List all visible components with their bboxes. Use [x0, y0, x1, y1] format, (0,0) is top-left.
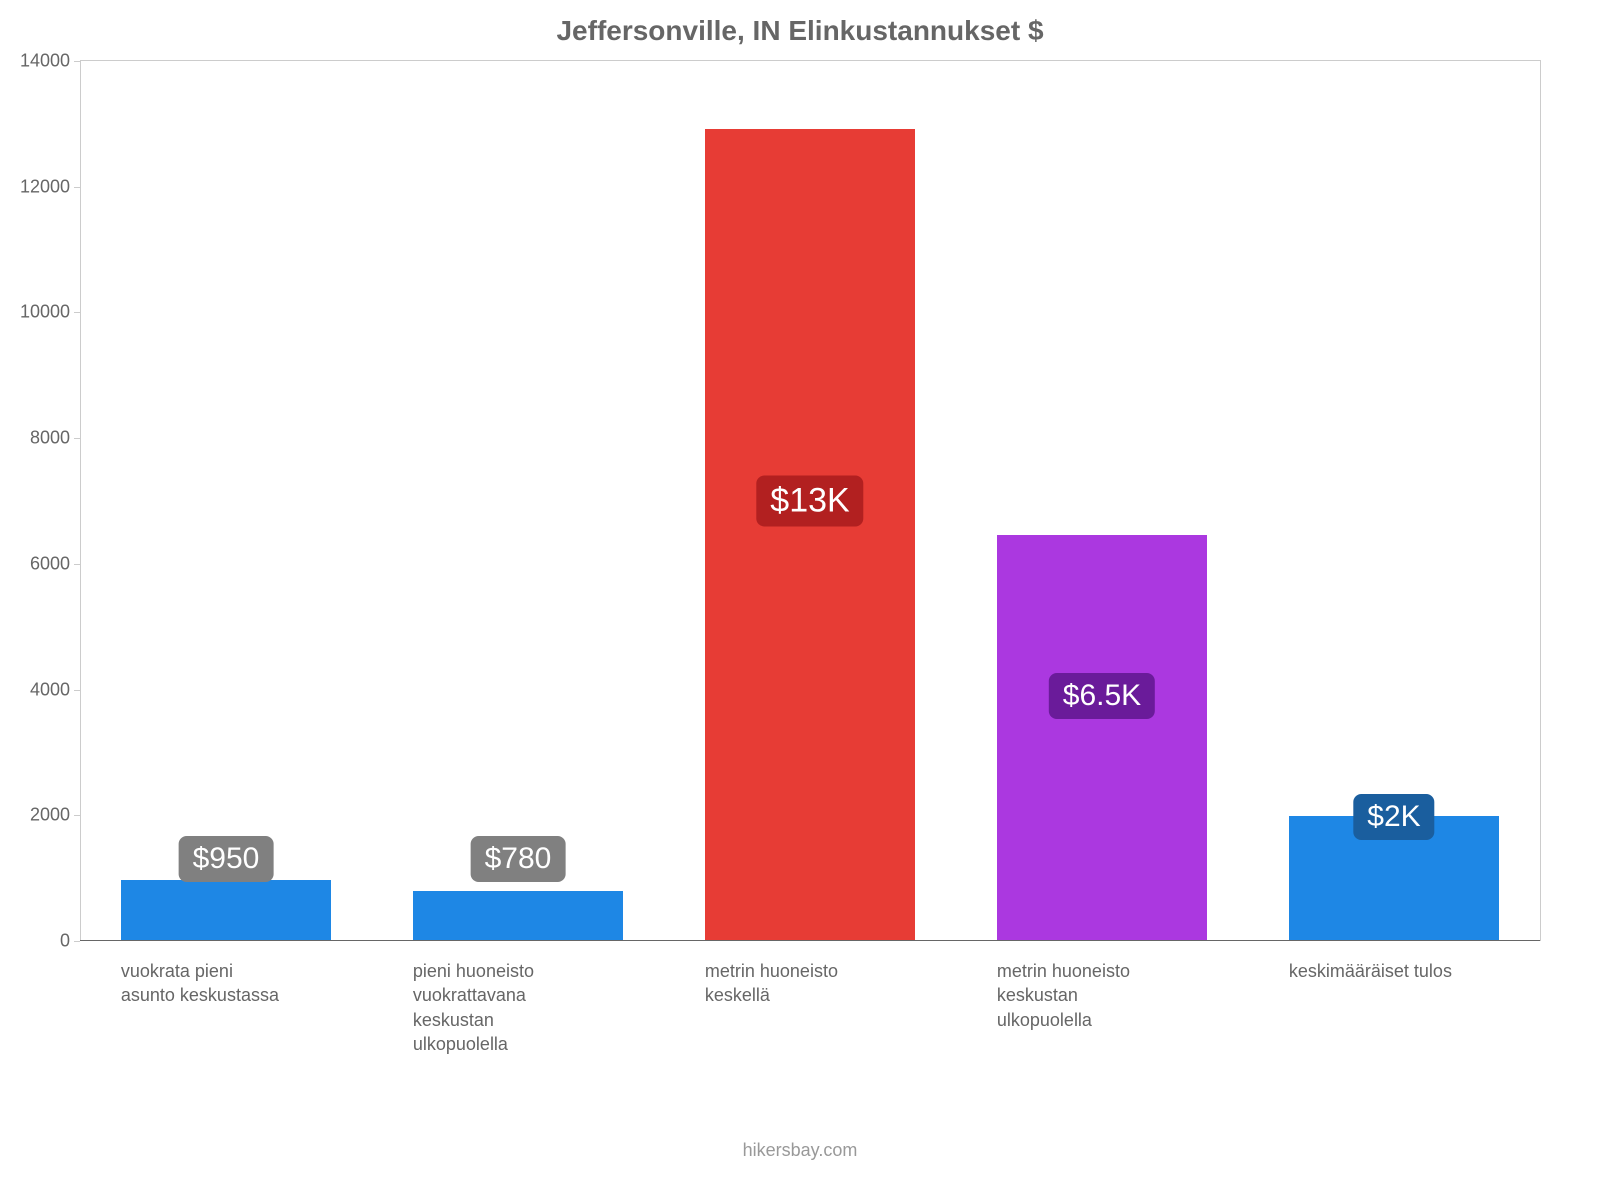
y-tick-label: 12000: [20, 176, 80, 197]
y-tick-mark: [74, 815, 80, 816]
bar-value-label: $780: [471, 836, 566, 882]
x-tick-label: vuokrata pieni asunto keskustassa: [121, 941, 291, 1008]
y-axis-line: [80, 61, 81, 941]
bar: [705, 129, 915, 940]
bar-value-label: $950: [179, 836, 274, 882]
x-tick-label: pieni huoneisto vuokrattavana keskustan …: [413, 941, 583, 1056]
bar: [997, 535, 1207, 940]
y-tick-mark: [74, 187, 80, 188]
y-tick-label: 2000: [30, 805, 80, 826]
y-tick-label: 4000: [30, 679, 80, 700]
y-tick-mark: [74, 941, 80, 942]
y-tick-label: 8000: [30, 428, 80, 449]
x-tick-label: metrin huoneisto keskustan ulkopuolella: [997, 941, 1167, 1032]
bar: [413, 891, 623, 940]
y-tick-mark: [74, 564, 80, 565]
y-tick-mark: [74, 690, 80, 691]
plot-area: 02000400060008000100001200014000$950vuok…: [80, 60, 1541, 941]
y-tick-mark: [74, 438, 80, 439]
y-tick-label: 14000: [20, 51, 80, 72]
bar-value-label: $2K: [1353, 794, 1434, 840]
x-tick-label: keskimääräiset tulos: [1289, 941, 1459, 983]
chart-container: Jeffersonville, IN Elinkustannukset $ 02…: [0, 0, 1600, 1200]
y-tick-mark: [74, 61, 80, 62]
attribution: hikersbay.com: [0, 1140, 1600, 1161]
y-tick-mark: [74, 312, 80, 313]
y-tick-label: 6000: [30, 553, 80, 574]
x-tick-label: metrin huoneisto keskellä: [705, 941, 875, 1008]
y-tick-label: 10000: [20, 302, 80, 323]
bar: [121, 880, 331, 940]
chart-title: Jeffersonville, IN Elinkustannukset $: [0, 15, 1600, 47]
bar-value-label: $13K: [756, 476, 863, 527]
bar-value-label: $6.5K: [1049, 673, 1155, 719]
